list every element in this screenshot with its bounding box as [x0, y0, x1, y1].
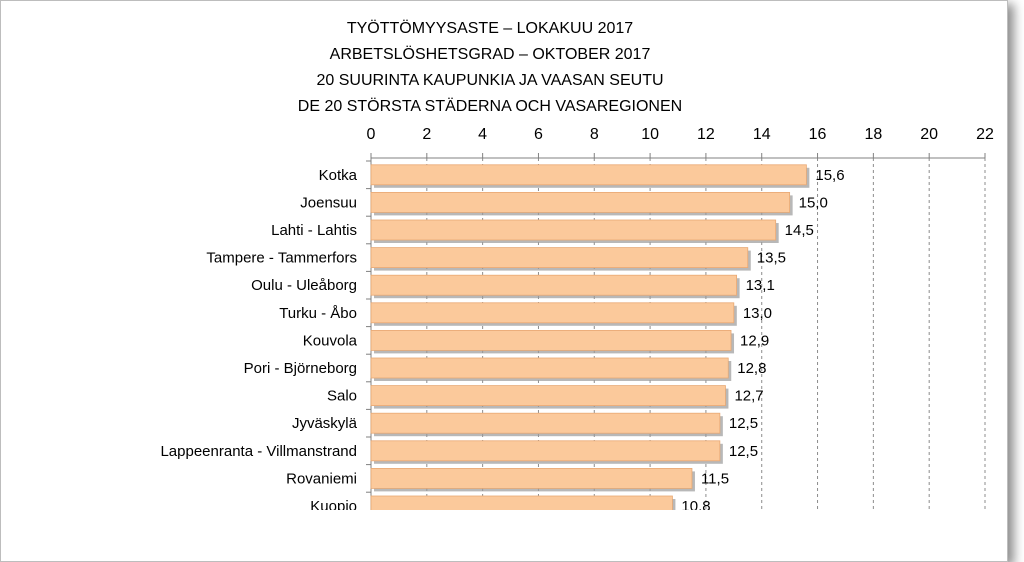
bar: [370, 385, 726, 407]
data-label: 12,7: [734, 388, 763, 405]
category-label: Joensuu: [300, 194, 357, 211]
bar: [370, 247, 749, 269]
category-label: Salo: [327, 388, 357, 405]
bars: [370, 164, 810, 510]
chart-title: TYÖTTÖMYYSASTE – LOKAKUU 2017 ARBETSLÖSH…: [298, 19, 682, 115]
title-line-3: 20 SUURINTA KAUPUNKIA JA VAASAN SEUTU: [316, 72, 663, 89]
data-label: 13,1: [746, 277, 775, 294]
category-label: Oulu - Uleåborg: [251, 277, 357, 294]
data-label: 14,5: [785, 222, 814, 239]
data-label: 12,8: [737, 360, 766, 377]
bar: [370, 191, 791, 213]
bar: [370, 495, 673, 510]
x-tick-label: 14: [753, 126, 771, 143]
category-label: Kotka: [319, 167, 358, 184]
x-tick-label: 10: [641, 126, 659, 143]
x-tick-label: 16: [809, 126, 827, 143]
category-label: Kuopio: [310, 498, 357, 510]
data-label: 12,9: [740, 332, 769, 349]
unemployment-bar-chart: TYÖTTÖMYYSASTE – LOKAKUU 2017 ARBETSLÖSH…: [160, 19, 994, 510]
bar: [370, 440, 721, 462]
bar: [370, 357, 729, 379]
x-tick-label: 0: [367, 126, 376, 143]
x-tick-label: 20: [920, 126, 938, 143]
x-tick-label: 12: [697, 126, 715, 143]
data-label: 15,6: [815, 167, 844, 184]
bar: [370, 329, 732, 351]
category-label: Kouvola: [303, 332, 358, 349]
x-tick-label: 22: [976, 126, 994, 143]
data-label: 15,0: [799, 194, 828, 211]
category-label: Tampere - Tammerfors: [206, 250, 357, 267]
category-labels: Kotka Joensuu Lahti - Lahtis Tampere - Tamm…: [160, 167, 357, 510]
title-line-4: DE 20 STÖRSTA STÄDERNA OCH VASAREGIONEN: [298, 97, 682, 115]
bar: [370, 219, 777, 241]
data-label: 13,0: [743, 305, 772, 322]
title-line-1: TYÖTTÖMYYSASTE – LOKAKUU 2017: [347, 19, 633, 37]
data-label: 12,5: [729, 443, 758, 460]
x-tick-label: 6: [534, 126, 543, 143]
title-line-2: ARBETSLÖSHETSGRAD – OKTOBER 2017: [330, 45, 651, 63]
x-tick-label: 18: [864, 126, 882, 143]
bar: [370, 467, 693, 489]
x-tick-label: 2: [422, 126, 431, 143]
x-tick-label: 4: [478, 126, 487, 143]
data-label: 11,5: [701, 470, 729, 487]
category-label: Rovaniemi: [286, 470, 357, 487]
category-label: Jyväskylä: [292, 415, 358, 432]
bar: [370, 274, 738, 296]
bar: [370, 412, 721, 434]
bar: [370, 302, 735, 324]
data-labels: 15,6 15,0 14,5 13,5 13,1 13,0 12,9 12,8 12,7 12,5…: [681, 167, 844, 510]
x-tick-label: 8: [590, 126, 599, 143]
category-label: Lahti - Lahtis: [271, 222, 357, 239]
category-label: Lappeenranta - Villmanstrand: [160, 443, 357, 460]
data-label: 10,8: [681, 498, 710, 510]
data-label: 13,5: [757, 250, 786, 267]
category-label: Pori - Björneborg: [244, 360, 357, 377]
bar: [370, 164, 807, 186]
category-label: Turku - Åbo: [279, 305, 357, 322]
data-label: 12,5: [729, 415, 758, 432]
